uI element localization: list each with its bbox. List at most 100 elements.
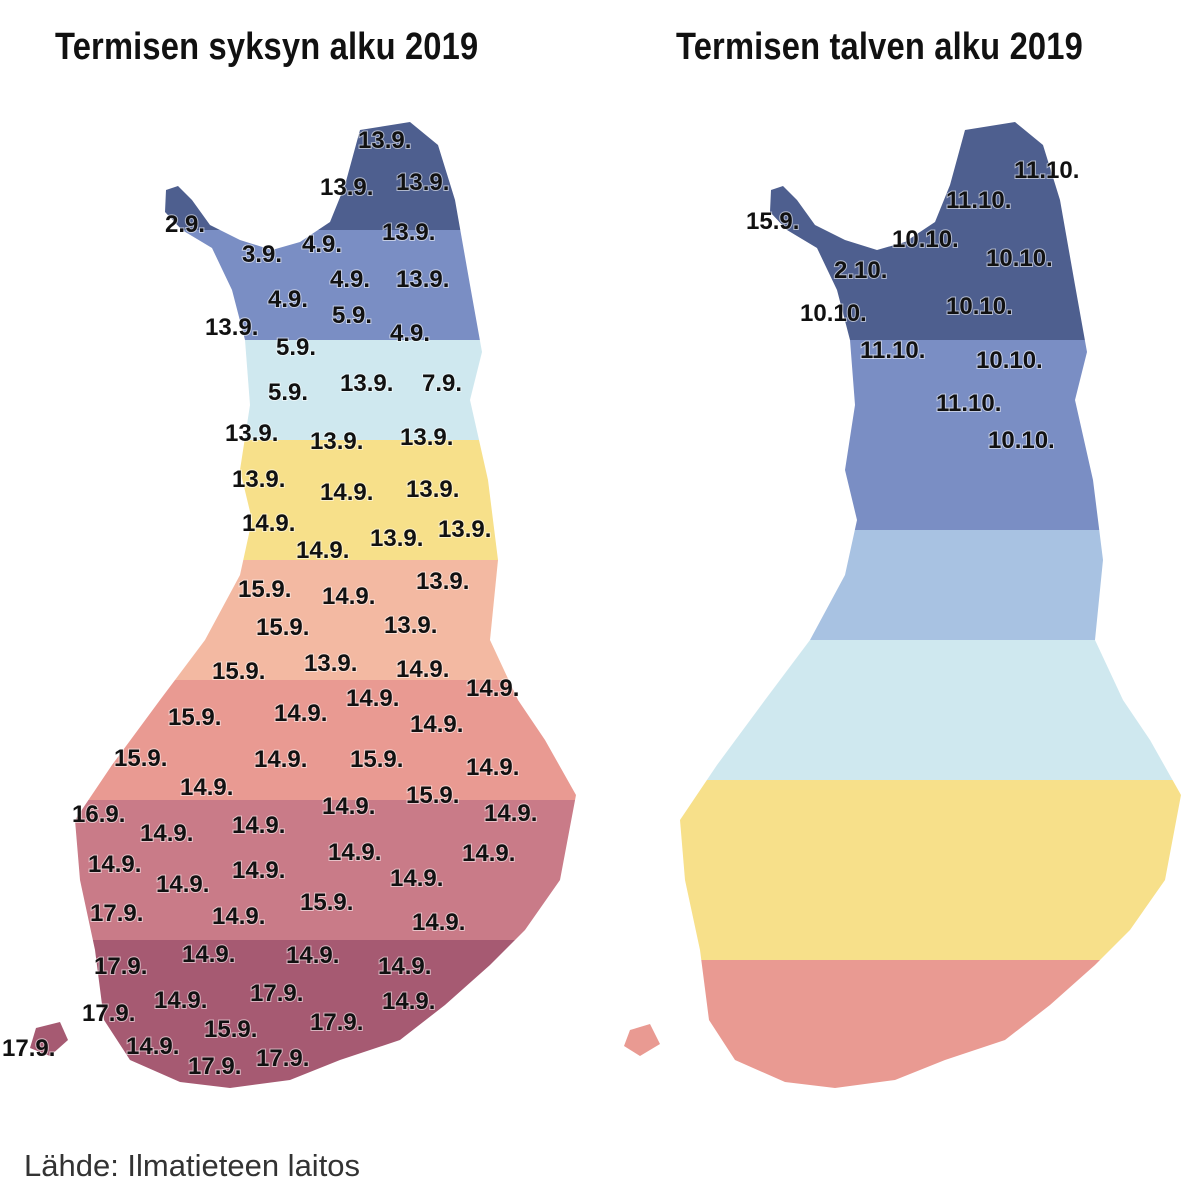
date-label: 2.9. xyxy=(165,211,205,238)
date-label: 13.9. xyxy=(396,266,449,293)
date-label: 7.9. xyxy=(422,370,462,397)
date-label: 14.9. xyxy=(412,909,465,936)
date-label: 17.9. xyxy=(256,1045,309,1072)
date-label: 2.10. xyxy=(834,257,887,284)
date-label: 14.9. xyxy=(182,941,235,968)
date-label: 10.10. xyxy=(946,293,1013,320)
date-label: 5.9. xyxy=(276,334,316,361)
date-label: 15.9. xyxy=(114,745,167,772)
date-label: 13.9. xyxy=(370,525,423,552)
band-dark-blue-right xyxy=(680,122,1181,340)
date-label: 13.9. xyxy=(225,420,278,447)
date-label: 15.9. xyxy=(212,658,265,685)
date-label: 17.9. xyxy=(188,1053,241,1080)
date-label: 14.9. xyxy=(378,953,431,980)
date-label: 17.9. xyxy=(2,1035,55,1062)
left-map-title: Termisen syksyn alku 2019 xyxy=(55,26,479,68)
date-label: 17.9. xyxy=(310,1009,363,1036)
band-light-blue-right xyxy=(680,530,1181,640)
date-label: 10.10. xyxy=(976,347,1043,374)
date-label: 13.9. xyxy=(384,612,437,639)
band-pale-cyan-right xyxy=(680,640,1181,780)
date-label: 13.9. xyxy=(358,127,411,154)
date-label: 14.9. xyxy=(322,583,375,610)
date-label: 11.10. xyxy=(936,390,1001,417)
date-label: 14.9. xyxy=(232,812,285,839)
winter-labels: 11.10. 11.10. 15.9. 10.10. 10.10. 2.10. … xyxy=(745,156,1080,455)
date-label: 13.9. xyxy=(304,650,357,677)
date-label: 17.9. xyxy=(94,953,147,980)
date-label: 4.9. xyxy=(302,231,342,258)
date-label: 5.9. xyxy=(332,302,372,329)
date-label: 13.9. xyxy=(232,466,285,493)
date-label: 14.9. xyxy=(88,851,141,878)
date-label: 14.9. xyxy=(328,839,381,866)
band-dark-blue xyxy=(75,122,576,230)
date-label: 14.9. xyxy=(180,774,233,801)
date-label: 17.9. xyxy=(250,980,303,1007)
date-label: 13.9. xyxy=(382,219,435,246)
date-label: 15.9. xyxy=(406,782,459,809)
date-label: 10.10. xyxy=(988,427,1055,454)
date-label: 15.9. xyxy=(746,208,799,235)
date-label: 11.10. xyxy=(946,187,1011,214)
date-label: 5.9. xyxy=(268,379,308,406)
date-label: 10.10. xyxy=(986,245,1053,272)
date-label: 17.9. xyxy=(82,1000,135,1027)
date-label: 13.9. xyxy=(396,169,449,196)
date-label: 14.9. xyxy=(274,700,327,727)
date-label: 14.9. xyxy=(154,987,207,1014)
date-label: 11.10. xyxy=(1014,157,1079,184)
date-label: 15.9. xyxy=(238,576,291,603)
band-rose xyxy=(75,800,576,940)
date-label: 14.9. xyxy=(396,656,449,683)
date-label: 13.9. xyxy=(400,424,453,451)
autumn-labels: 13.9. 13.9. 13.9. 2.9. 13.9. 3.9. 4.9. 4… xyxy=(1,126,538,1081)
date-label: 15.9. xyxy=(350,746,403,773)
date-label: 14.9. xyxy=(484,800,537,827)
date-label: 14.9. xyxy=(242,510,295,537)
date-label: 4.9. xyxy=(268,286,308,313)
band-salmon-right xyxy=(680,960,1181,1088)
date-label: 14.9. xyxy=(322,793,375,820)
date-label: 14.9. xyxy=(466,754,519,781)
date-label: 13.9. xyxy=(205,314,258,341)
date-label: 13.9. xyxy=(416,568,469,595)
date-label: 4.9. xyxy=(390,320,430,347)
date-label: 15.9. xyxy=(204,1016,257,1043)
date-label: 14.9. xyxy=(410,711,463,738)
date-label: 14.9. xyxy=(296,537,349,564)
date-label: 13.9. xyxy=(320,174,373,201)
date-label: 15.9. xyxy=(168,704,221,731)
date-label: 14.9. xyxy=(156,871,209,898)
date-label: 13.9. xyxy=(406,476,459,503)
source-caption: Lähde: Ilmatieteen laitos xyxy=(24,1148,361,1183)
date-label: 4.9. xyxy=(330,266,370,293)
date-label: 3.9. xyxy=(242,241,282,268)
right-map-title: Termisen talven alku 2019 xyxy=(676,26,1083,68)
date-label: 16.9. xyxy=(72,801,125,828)
date-label: 14.9. xyxy=(254,746,307,773)
date-label: 13.9. xyxy=(310,428,363,455)
date-label: 14.9. xyxy=(232,857,285,884)
date-label: 10.10. xyxy=(800,300,867,327)
date-label: 13.9. xyxy=(340,370,393,397)
date-label: 17.9. xyxy=(90,900,143,927)
aland-islands-right xyxy=(624,1024,660,1056)
aland-islands xyxy=(30,1022,68,1056)
date-label: 15.9. xyxy=(300,889,353,916)
date-label: 14.9. xyxy=(462,840,515,867)
date-label: 14.9. xyxy=(320,479,373,506)
band-blue-right xyxy=(680,340,1181,530)
date-label: 14.9. xyxy=(140,820,193,847)
date-label: 10.10. xyxy=(892,226,959,253)
date-label: 14.9. xyxy=(382,988,435,1015)
date-label: 15.9. xyxy=(256,614,309,641)
band-salmon xyxy=(75,680,576,800)
date-label: 14.9. xyxy=(212,903,265,930)
date-label: 14.9. xyxy=(346,685,399,712)
date-label: 13.9. xyxy=(438,516,491,543)
band-yellow-right xyxy=(680,780,1181,960)
date-label: 14.9. xyxy=(126,1033,179,1060)
